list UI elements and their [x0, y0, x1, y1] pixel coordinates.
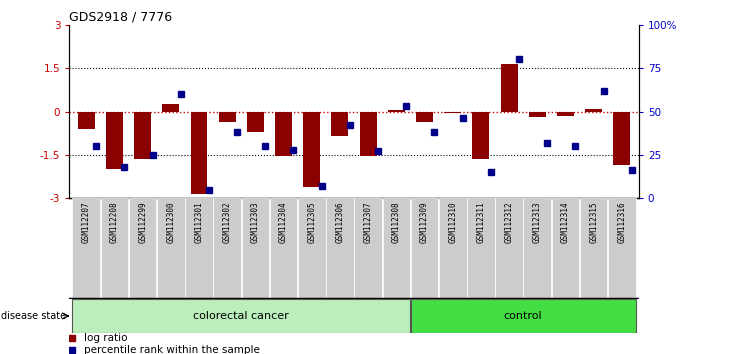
- Bar: [411, 299, 636, 333]
- Bar: [331, 112, 348, 136]
- Bar: [106, 112, 123, 169]
- Text: GSM112309: GSM112309: [420, 201, 429, 243]
- Text: GSM112314: GSM112314: [561, 201, 570, 243]
- Text: GSM112305: GSM112305: [307, 201, 316, 243]
- Text: GSM112304: GSM112304: [279, 201, 288, 243]
- Bar: [383, 198, 410, 299]
- Text: GDS2918 / 7776: GDS2918 / 7776: [69, 11, 172, 24]
- Bar: [388, 110, 405, 112]
- Bar: [523, 198, 551, 299]
- Bar: [213, 198, 241, 299]
- Text: GSM112308: GSM112308: [392, 201, 401, 243]
- Text: log ratio: log ratio: [83, 333, 127, 343]
- Bar: [552, 198, 580, 299]
- Bar: [439, 198, 466, 299]
- Bar: [580, 198, 607, 299]
- Bar: [219, 112, 236, 122]
- Bar: [608, 198, 636, 299]
- Text: GSM112310: GSM112310: [448, 201, 457, 243]
- Bar: [613, 112, 630, 165]
- Bar: [134, 112, 151, 159]
- Bar: [585, 109, 602, 112]
- Bar: [472, 112, 489, 159]
- Text: GSM112312: GSM112312: [504, 201, 514, 243]
- Bar: [101, 198, 128, 299]
- Text: GSM112301: GSM112301: [194, 201, 204, 243]
- Text: control: control: [504, 311, 542, 321]
- Bar: [354, 198, 382, 299]
- Text: GSM112307: GSM112307: [364, 201, 372, 243]
- Bar: [360, 112, 377, 156]
- Bar: [270, 198, 297, 299]
- Bar: [275, 112, 292, 156]
- Bar: [495, 198, 523, 299]
- Text: GSM112300: GSM112300: [166, 201, 175, 243]
- Text: colorectal cancer: colorectal cancer: [193, 311, 289, 321]
- Text: disease state: disease state: [1, 311, 66, 321]
- Bar: [467, 198, 495, 299]
- Bar: [162, 104, 180, 112]
- Bar: [411, 198, 438, 299]
- Text: GSM112306: GSM112306: [336, 201, 345, 243]
- Bar: [298, 198, 326, 299]
- Bar: [72, 299, 410, 333]
- Bar: [128, 198, 156, 299]
- Text: GSM112311: GSM112311: [477, 201, 485, 243]
- Text: GSM112315: GSM112315: [589, 201, 598, 243]
- Bar: [72, 198, 100, 299]
- Bar: [303, 112, 320, 187]
- Bar: [242, 198, 269, 299]
- Bar: [247, 112, 264, 132]
- Bar: [326, 198, 354, 299]
- Text: GSM112302: GSM112302: [223, 201, 231, 243]
- Bar: [78, 112, 95, 129]
- Text: GSM112303: GSM112303: [251, 201, 260, 243]
- Text: GSM112313: GSM112313: [533, 201, 542, 243]
- Bar: [157, 198, 185, 299]
- Bar: [191, 112, 207, 194]
- Text: GSM112208: GSM112208: [110, 201, 119, 243]
- Bar: [185, 198, 213, 299]
- Bar: [557, 112, 574, 116]
- Text: GSM112299: GSM112299: [138, 201, 147, 243]
- Text: GSM112207: GSM112207: [82, 201, 91, 243]
- Text: percentile rank within the sample: percentile rank within the sample: [83, 345, 259, 354]
- Bar: [445, 112, 461, 113]
- Text: GSM112316: GSM112316: [618, 201, 626, 243]
- Bar: [501, 64, 518, 112]
- Bar: [416, 112, 433, 122]
- Bar: [529, 112, 546, 117]
